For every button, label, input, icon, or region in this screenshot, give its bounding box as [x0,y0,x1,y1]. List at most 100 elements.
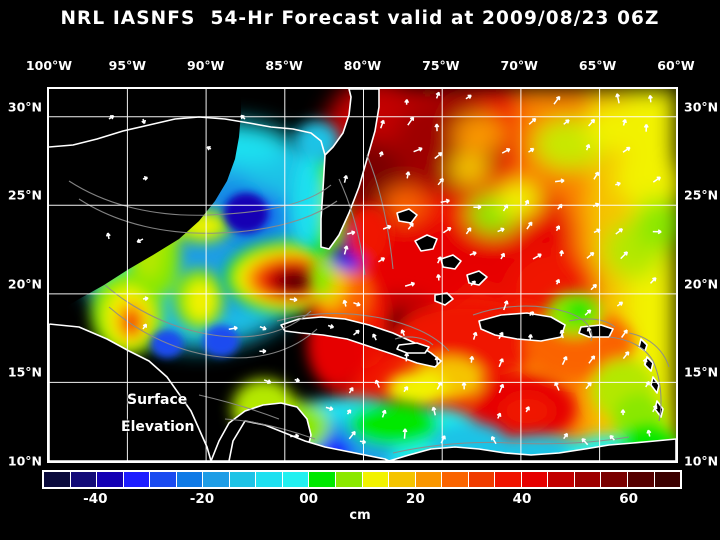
current-vector [469,251,477,256]
current-vector [498,331,504,340]
current-vector [622,351,630,360]
lat-tick-label-right: 15°N [684,364,719,380]
current-vector [294,377,301,383]
colorbar-segment [389,472,416,487]
current-vector [525,406,530,413]
current-vector [378,151,384,157]
current-vector [498,383,505,394]
current-vector [609,434,615,441]
colorbar [42,470,682,489]
colorbar-tick-label: 60 [619,491,639,507]
current-vector [652,176,661,183]
current-vector [615,93,621,104]
current-vector [404,352,410,362]
current-vector [557,203,563,210]
colorbar-segment [601,472,629,487]
current-vector [346,409,352,415]
current-vector [347,230,356,236]
current-vector [105,232,111,240]
current-vector [590,283,598,291]
lon-tick-label: 75°W [422,58,460,73]
lat-tick-label-right: 20°N [684,276,719,292]
current-vector [343,174,349,183]
current-vector [620,409,626,416]
current-vector [532,253,542,260]
current-vector [442,227,452,234]
lat-tick-label-left: 20°N [7,276,42,292]
current-vector [404,281,416,287]
current-vector [555,178,565,184]
colorbar-tick-label: 20 [405,491,425,507]
current-vector [529,311,535,317]
colorbar-tick-label: -20 [189,491,215,507]
lat-tick-label-left: 25°N [7,187,42,203]
current-vector [437,177,444,186]
current-vector [413,147,423,153]
current-vector [434,152,443,160]
colorbar-segment [282,472,310,487]
current-vector [377,257,386,263]
current-vector [400,329,406,336]
colorbar-segment [123,472,151,487]
current-vector [343,245,349,255]
lon-tick-label: 60°W [657,58,695,73]
current-vector [461,381,467,390]
current-vector [584,309,592,316]
current-vector [581,437,589,446]
current-vector [498,358,504,368]
lat-tick-label-right: 10°N [684,453,719,469]
colorbar-segment [176,472,204,487]
colorbar-segment [628,472,655,487]
colorbar-segment [256,472,283,487]
current-vector [645,381,650,388]
colorbar-segment [150,472,177,487]
current-vector [431,406,437,416]
current-vector [136,238,144,243]
current-vector [646,429,652,437]
colorbar-segment [495,472,522,487]
current-vector [405,171,411,179]
current-vector [491,435,497,445]
current-vector [379,119,385,129]
lon-tick-label: 100°W [25,58,73,73]
colorbar-segment [362,472,390,487]
sea-surface-elevation-field [49,89,676,461]
lat-tick-label-left: 10°N [7,453,42,469]
current-vector [652,229,662,235]
current-vector [290,433,300,439]
current-vector [381,409,387,418]
lon-tick-label: 70°W [500,58,538,73]
current-vector [263,379,272,384]
colorbar-segment [442,472,469,487]
current-vector [586,251,595,259]
lon-tick-label: 80°W [343,58,382,73]
colorbar-segment [654,472,681,487]
current-vector [289,297,298,303]
current-vector [435,91,441,99]
current-vector [469,355,475,363]
colorbar-segment [203,472,230,487]
current-vector [440,435,446,444]
current-vector [554,381,560,391]
current-vector [465,227,472,235]
current-vector [620,329,628,338]
current-vector [348,430,356,440]
colorbar-tick-label: -40 [83,491,108,507]
current-vector [142,175,149,181]
current-vector [553,95,561,105]
colorbar-segment [229,472,257,487]
lat-tick-label-right: 25°N [684,187,719,203]
current-vector-overlay [105,91,662,446]
current-vector [206,146,212,151]
current-vector [325,406,334,412]
current-vector [403,386,409,393]
current-vector [353,301,361,307]
current-vector [407,116,415,126]
current-vector [555,278,561,285]
current-vector [615,181,621,187]
colorbar-segment [336,472,363,487]
current-vector [555,225,561,232]
current-vector [497,227,505,233]
current-vector [402,428,408,439]
current-vector [404,99,410,105]
